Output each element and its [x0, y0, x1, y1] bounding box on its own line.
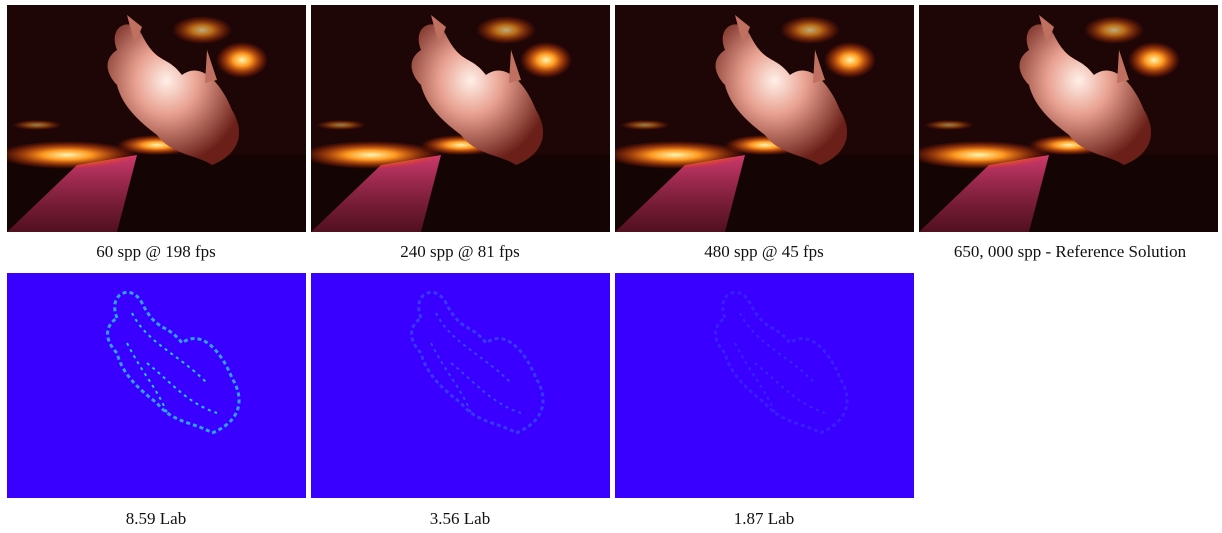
- render-image: [919, 5, 1218, 232]
- caption: 650, 000 spp - Reference Solution: [953, 242, 1187, 261]
- error-map: [615, 273, 914, 498]
- caption: 1.87 Lab: [733, 509, 795, 528]
- error-map: [7, 273, 306, 498]
- caption: 240 spp @ 81 fps: [400, 242, 520, 261]
- error-map: [311, 273, 610, 498]
- caption: 480 spp @ 45 fps: [704, 242, 824, 261]
- render-image: [615, 5, 914, 232]
- render-image: [7, 5, 306, 232]
- render-image: [311, 5, 610, 232]
- caption: 60 spp @ 198 fps: [96, 242, 216, 261]
- caption: 3.56 Lab: [429, 509, 491, 528]
- caption: 8.59 Lab: [125, 509, 187, 528]
